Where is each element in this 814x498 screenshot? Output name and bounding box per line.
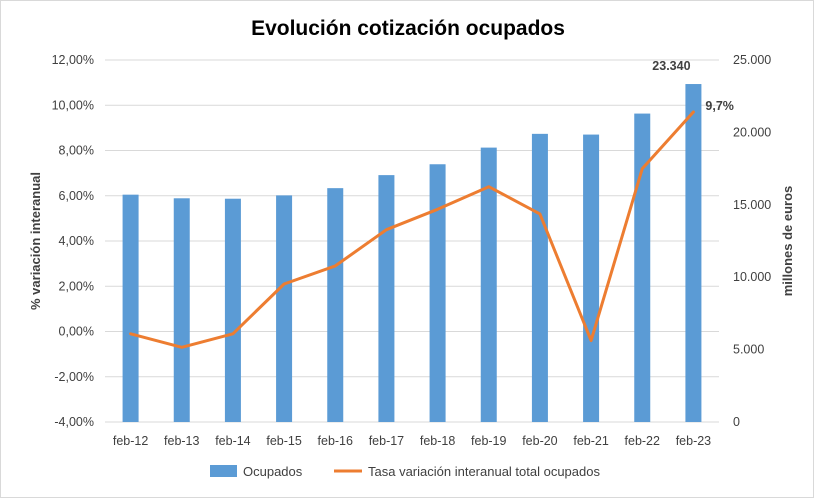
y-right-tick-label: 20.000 xyxy=(733,125,771,139)
y-left-tick-label: -4,00% xyxy=(54,415,94,429)
y-left-tick-label: 4,00% xyxy=(59,234,94,248)
x-tick-label: feb-21 xyxy=(573,434,608,448)
data-label-line-last: 9,7% xyxy=(705,99,734,113)
line-series xyxy=(129,110,695,349)
x-tick-label: feb-16 xyxy=(318,434,353,448)
y-right-axis-title: millones de euros xyxy=(780,186,795,297)
y-right-tick-label: 5.000 xyxy=(733,343,764,357)
bar-ocupados-feb-19 xyxy=(480,147,497,422)
y-left-axis-ticks: -4,00% -2,00% 0,00% 2,00% 4,00% 6,00% 8,00% 10,… xyxy=(52,53,94,429)
bar-ocupados-feb-18 xyxy=(429,164,446,423)
legend-label-ocupados: Ocupados xyxy=(243,464,303,479)
legend-swatch-ocupados xyxy=(210,465,237,477)
bar-ocupados-feb-23 xyxy=(685,84,702,422)
bar-ocupados-feb-12 xyxy=(122,194,139,422)
y-right-axis-ticks: 0 5.000 10.000 15.000 20.000 25.000 xyxy=(733,53,771,429)
y-left-tick-label: 2,00% xyxy=(59,279,94,293)
line-tasa-variacion xyxy=(129,110,695,349)
y-right-tick-label: 0 xyxy=(733,415,740,429)
y-left-axis-title: % variación interanual xyxy=(28,172,43,310)
data-label-bar-last: 23.340 xyxy=(652,59,690,73)
bar-ocupados-feb-22 xyxy=(634,113,651,423)
x-tick-label: feb-22 xyxy=(625,434,660,448)
bar-ocupados-feb-13 xyxy=(173,198,190,422)
x-tick-label: feb-18 xyxy=(420,434,455,448)
bar-ocupados-feb-14 xyxy=(224,198,241,422)
bar-ocupados-feb-15 xyxy=(276,195,293,422)
gridlines xyxy=(105,59,719,423)
chart-title: Evolución cotización ocupados xyxy=(251,17,565,40)
y-left-tick-label: 12,00% xyxy=(52,53,94,67)
x-tick-label: feb-15 xyxy=(266,434,301,448)
bar-ocupados-feb-21 xyxy=(583,134,600,422)
y-left-tick-label: 6,00% xyxy=(59,189,94,203)
bar-ocupados-feb-16 xyxy=(327,188,344,422)
legend: Ocupados Tasa variación interanual total… xyxy=(210,464,600,479)
bar-series xyxy=(122,84,702,423)
bar-ocupados-feb-17 xyxy=(378,175,395,422)
data-labels: 23.340 9,7% xyxy=(652,59,734,113)
x-tick-label: feb-12 xyxy=(113,434,148,448)
y-left-tick-label: 0,00% xyxy=(59,325,94,339)
y-right-tick-label: 15.000 xyxy=(733,198,771,212)
x-tick-label: feb-23 xyxy=(676,434,711,448)
y-left-tick-label: -2,00% xyxy=(54,370,94,384)
legend-label-tasa: Tasa variación interanual total ocupados xyxy=(368,464,600,479)
bar-ocupados-feb-20 xyxy=(531,133,548,422)
x-tick-label: feb-20 xyxy=(522,434,557,448)
x-tick-label: feb-19 xyxy=(471,434,506,448)
x-tick-label: feb-14 xyxy=(215,434,250,448)
y-left-tick-label: 10,00% xyxy=(52,98,94,112)
x-axis-ticks: feb-12 feb-13 feb-14 feb-15 feb-16 feb-17 feb-… xyxy=(113,434,711,448)
y-right-tick-label: 10.000 xyxy=(733,270,771,284)
y-left-tick-label: 8,00% xyxy=(59,144,94,158)
x-tick-label: feb-17 xyxy=(369,434,404,448)
x-tick-label: feb-13 xyxy=(164,434,199,448)
y-right-tick-label: 25.000 xyxy=(733,53,771,67)
